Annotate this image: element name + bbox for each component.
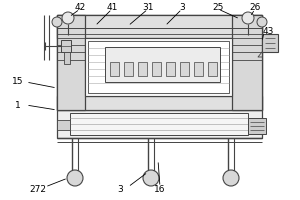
Bar bbox=[85, 38, 232, 96]
Bar bbox=[70, 113, 248, 135]
Circle shape bbox=[67, 170, 83, 186]
Circle shape bbox=[257, 17, 267, 27]
Bar bbox=[105, 47, 220, 82]
Bar bbox=[232, 15, 262, 110]
Bar bbox=[57, 120, 70, 130]
Circle shape bbox=[52, 17, 62, 27]
Text: 3: 3 bbox=[179, 2, 185, 11]
Bar bbox=[124, 62, 133, 76]
Circle shape bbox=[143, 170, 159, 186]
Bar bbox=[57, 96, 262, 110]
Text: 16: 16 bbox=[154, 186, 166, 194]
Bar bbox=[194, 62, 203, 76]
Text: 43: 43 bbox=[262, 27, 274, 36]
Bar bbox=[110, 62, 119, 76]
Text: 41: 41 bbox=[106, 2, 118, 11]
Bar bbox=[88, 41, 229, 93]
Text: 31: 31 bbox=[142, 2, 154, 11]
Circle shape bbox=[242, 12, 254, 24]
Bar bbox=[208, 62, 217, 76]
Bar bbox=[61, 40, 71, 52]
Bar bbox=[57, 110, 262, 138]
Text: 42: 42 bbox=[74, 2, 86, 11]
Text: 1: 1 bbox=[15, 100, 21, 110]
Circle shape bbox=[62, 12, 74, 24]
Bar bbox=[57, 15, 262, 38]
Bar bbox=[138, 62, 147, 76]
Bar bbox=[57, 15, 262, 110]
Bar bbox=[262, 34, 278, 52]
Text: 25: 25 bbox=[212, 2, 224, 11]
Circle shape bbox=[223, 170, 239, 186]
Text: 3: 3 bbox=[117, 186, 123, 194]
Text: 272: 272 bbox=[29, 186, 46, 194]
Bar bbox=[248, 118, 266, 134]
Bar bbox=[166, 62, 175, 76]
Text: 15: 15 bbox=[12, 77, 24, 86]
Text: 26: 26 bbox=[249, 2, 261, 11]
Bar bbox=[64, 52, 70, 64]
Bar bbox=[180, 62, 189, 76]
Bar bbox=[152, 62, 161, 76]
Bar bbox=[57, 15, 85, 110]
